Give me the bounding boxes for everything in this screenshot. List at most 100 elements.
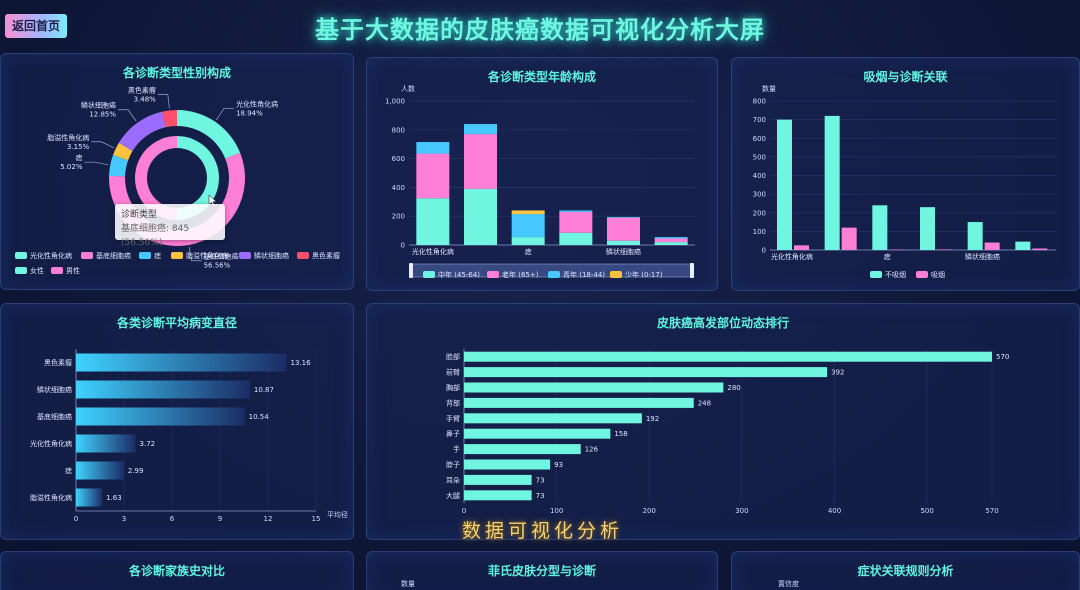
smoking-ytick-8: 800 xyxy=(753,98,766,106)
age-bar-2-0 xyxy=(511,237,545,245)
age-ylabel: 人数 xyxy=(401,84,415,93)
region-ytick-0: 脸部 xyxy=(446,352,460,361)
panel-title-diameter: 各类诊断平均病变直径 xyxy=(116,316,237,330)
slice-label-name-4: 鳞状细胞癌 xyxy=(81,101,116,110)
gender-chart[interactable]: 光化性角化病18.94%基底细胞癌56.56%痣5.02%脂溢性角化病3.15%… xyxy=(1,54,355,291)
region-value-0: 570 xyxy=(996,353,1009,361)
age-ytick-1: 200 xyxy=(392,213,405,221)
region-chart[interactable]: 0 100 200 300 400 500 570 脸部 570 前臂 392 胸部 280 背部 248 手… xyxy=(367,304,1080,541)
age-ytick-2: 400 xyxy=(392,184,405,192)
age-bar-4-1 xyxy=(607,217,640,241)
age-legend-label-3: 少年 (0-17) xyxy=(625,270,663,279)
age-legend-swatch-0 xyxy=(423,271,435,278)
panel-fitzpatrick: 菲氏皮肤分型与诊断 数量 xyxy=(366,551,718,590)
smoking-bar-4-0 xyxy=(967,222,983,250)
region-bar-9 xyxy=(464,490,532,501)
region-ytick-3: 背部 xyxy=(446,398,460,407)
age-bar-2-3 xyxy=(511,210,545,215)
diameter-ytick-4: 痣 xyxy=(65,466,72,475)
slice-label-name-2: 痣 xyxy=(75,153,82,162)
region-value-7: 93 xyxy=(554,461,563,469)
panel-smoking: 吸烟与诊断关联 数量 0 100 200 300 400 500 600 700 800 光化性角化… xyxy=(731,57,1080,291)
smoking-xtick-4: 鳞状细胞癌 xyxy=(965,252,1000,261)
smoking-ytick-5: 500 xyxy=(753,153,766,161)
region-xtick-3: 300 xyxy=(735,507,748,515)
region-value-5: 158 xyxy=(614,430,627,438)
slice-leader-0 xyxy=(215,108,235,121)
region-bar-6 xyxy=(464,444,581,455)
region-value-8: 73 xyxy=(536,476,545,484)
watermark: 数据可视化分析 xyxy=(462,520,624,542)
age-ytick-5: 1,000 xyxy=(385,98,405,106)
smoking-bar-5-0 xyxy=(1015,241,1031,250)
diameter-ytick-0: 黑色素瘤 xyxy=(44,358,72,367)
age-bar-3-2 xyxy=(559,210,593,212)
back-home-button[interactable]: 返回首页 xyxy=(5,14,67,38)
smoking-chart[interactable]: 数量 0 100 200 300 400 500 600 700 800 光化性角化病 痣 鳞状细胞癌不… xyxy=(732,58,1080,292)
region-bar-0 xyxy=(464,351,992,362)
smoking-ytick-1: 100 xyxy=(753,228,766,236)
slice-label-value-5: 3.48% xyxy=(134,96,157,104)
age-bar-4-0 xyxy=(607,240,640,245)
age-legend-label-0: 中年 (45-64) xyxy=(438,270,480,279)
legend-label-1: 基底细胞癌 xyxy=(96,251,131,260)
legend-swatch-3 xyxy=(171,252,183,259)
panel-title-age: 各诊断类型年龄构成 xyxy=(487,70,596,84)
region-xtick-0: 0 xyxy=(462,507,466,515)
age-legend-swatch-2 xyxy=(548,271,560,278)
region-ytick-2: 胸部 xyxy=(446,383,460,392)
smoking-legend-swatch-1 xyxy=(916,271,928,278)
smoking-ytick-0: 0 xyxy=(762,247,766,255)
panel-title-region: 皮肤癌高发部位动态排行 xyxy=(656,316,789,330)
slice-label-name-5: 黑色素瘤 xyxy=(128,86,156,95)
age-xtick-4: 鳞状细胞癌 xyxy=(606,247,641,256)
diameter-xtick-3: 9 xyxy=(218,515,222,523)
diameter-bar-2 xyxy=(76,407,245,426)
region-value-1: 392 xyxy=(831,369,844,377)
age-bar-4-2 xyxy=(607,216,640,218)
age-bar-0-0 xyxy=(416,198,450,245)
age-ytick-3: 600 xyxy=(392,155,405,163)
legend-swatch-0 xyxy=(15,252,27,259)
panel-region: 皮肤癌高发部位动态排行 0 100 200 300 400 500 570 脸部 570 前臂 39… xyxy=(366,303,1080,540)
region-bar-8 xyxy=(464,474,532,485)
legend-label-5: 黑色素瘤 xyxy=(312,251,340,260)
legend-swatch-7 xyxy=(51,267,63,274)
diameter-ytick-2: 基底细胞癌 xyxy=(37,412,72,421)
smoking-ytick-4: 400 xyxy=(753,172,766,180)
panel-title-smoking: 吸烟与诊断关联 xyxy=(863,70,948,84)
age-legend-swatch-3 xyxy=(610,271,622,278)
panel-age: 各诊断类型年龄构成 人数 0 200 400 600 800 1,000 光化性角化病 痣 鳞状细… xyxy=(366,57,718,291)
diameter-xtick-5: 15 xyxy=(312,515,321,523)
diameter-bar-4 xyxy=(76,461,124,480)
smoking-legend-label-0: 不吸烟 xyxy=(885,270,906,279)
smoking-xtick-0: 光化性角化病 xyxy=(771,252,813,261)
region-value-2: 280 xyxy=(727,384,740,392)
diameter-ytick-5: 脂溢性角化病 xyxy=(30,493,72,502)
legend-label-7: 男性 xyxy=(66,266,80,275)
age-bar-3-0 xyxy=(559,232,593,245)
slice-label-value-0: 18.94% xyxy=(236,109,263,117)
region-xtick-1: 100 xyxy=(550,507,563,515)
slice-label-name-1: 基底细胞癌 xyxy=(204,252,239,261)
legend-label-3: 脂溢性角化病 xyxy=(186,251,228,260)
age-legend-swatch-1 xyxy=(487,271,499,278)
smoking-bar-0-0 xyxy=(777,119,792,250)
smoking-ytick-7: 700 xyxy=(753,116,766,124)
diameter-value-0: 13.16 xyxy=(291,359,312,367)
region-bar-2 xyxy=(464,382,724,393)
inner-slice-0 xyxy=(177,136,219,220)
region-xtick-4: 400 xyxy=(828,507,841,515)
slice-label-value-4: 12.85% xyxy=(89,111,116,119)
region-ytick-6: 手 xyxy=(453,445,460,454)
region-value-4: 192 xyxy=(646,415,659,423)
diameter-ytick-1: 鳞状细胞癌 xyxy=(37,385,72,394)
region-ytick-9: 大腿 xyxy=(446,491,460,500)
chart-tooltip: 诊断类型 基底细胞癌: 845 (56.56%) xyxy=(115,204,225,248)
region-bar-7 xyxy=(464,459,551,470)
age-legend-label-1: 老年 (65+) xyxy=(502,270,539,279)
diameter-chart[interactable]: 0 3 6 9 12 15 平均径 黑色素瘤 13.16 鳞状细胞癌 10.87 基底细胞癌 10.54… xyxy=(1,304,355,541)
age-bar-0-1 xyxy=(416,153,450,199)
legend-label-2: 痣 xyxy=(154,251,161,260)
